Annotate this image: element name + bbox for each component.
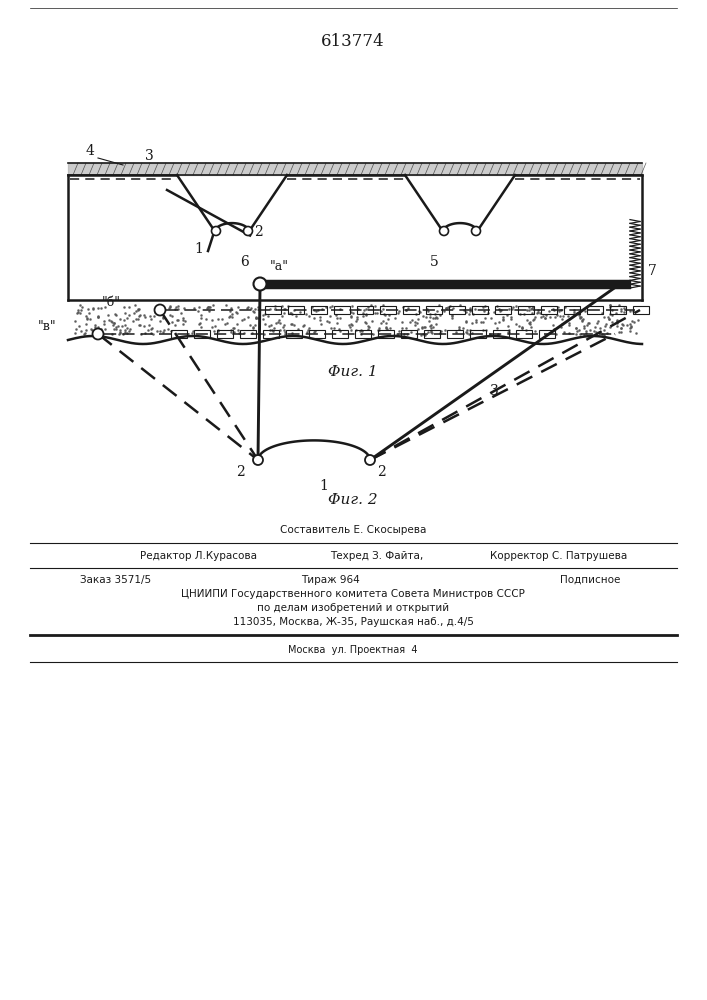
Circle shape [254, 277, 267, 290]
Text: 3: 3 [145, 149, 153, 163]
Circle shape [211, 227, 221, 235]
Text: Корректор С. Патрушева: Корректор С. Патрушева [490, 551, 627, 561]
Text: "а": "а" [270, 260, 289, 273]
Text: Подписное: Подписное [560, 575, 620, 585]
Text: "в": "в" [38, 320, 57, 333]
Text: 2: 2 [254, 225, 263, 239]
Text: по делам изобретений и открытий: по делам изобретений и открытий [257, 603, 449, 613]
Bar [194, 330, 209, 338]
Circle shape [472, 227, 481, 235]
Circle shape [155, 304, 165, 316]
Circle shape [253, 455, 263, 465]
Text: 2: 2 [377, 465, 386, 479]
Text: Редактор Л.Курасова: Редактор Л.Курасова [140, 551, 257, 561]
Text: 613774: 613774 [321, 33, 385, 50]
Bar [357, 306, 373, 314]
Bar [587, 306, 603, 314]
Text: 7: 7 [648, 264, 657, 278]
Bar [469, 330, 486, 338]
Bar [472, 306, 488, 314]
Text: Φиг. 1: Φиг. 1 [328, 365, 378, 379]
Text: 113035, Москва, Ж-35, Раушская наб., д.4/5: 113035, Москва, Ж-35, Раушская наб., д.4… [233, 617, 474, 627]
Text: "б": "б" [102, 296, 121, 309]
Bar [334, 306, 350, 314]
Text: Φиг. 2: Φиг. 2 [328, 493, 378, 507]
Bar [400, 330, 416, 338]
Text: ЦНИИПИ Государственного комитета Совета Министров СССР: ЦНИИПИ Государственного комитета Совета … [181, 589, 525, 599]
Text: Заказ 3571/5: Заказ 3571/5 [80, 575, 151, 585]
Bar [610, 306, 626, 314]
Bar [449, 306, 465, 314]
Text: Москва  ул. Проектная  4: Москва ул. Проектная 4 [288, 645, 418, 655]
Bar [354, 330, 370, 338]
Text: 1: 1 [194, 242, 203, 256]
Bar [288, 306, 304, 314]
Text: 5: 5 [430, 255, 439, 269]
Text: 4: 4 [86, 144, 95, 158]
Bar [265, 306, 281, 314]
Bar [311, 306, 327, 314]
Bar [518, 306, 534, 314]
Bar [332, 330, 348, 338]
Bar [262, 330, 279, 338]
Text: 1: 1 [319, 479, 328, 493]
Bar [539, 330, 554, 338]
Bar [170, 330, 187, 338]
Bar [308, 330, 325, 338]
Bar [633, 306, 649, 314]
Bar [240, 330, 255, 338]
Bar [423, 330, 440, 338]
Bar [447, 330, 462, 338]
Circle shape [440, 227, 448, 235]
Bar [493, 330, 508, 338]
Text: Составитель Е. Скосырева: Составитель Е. Скосырева [280, 525, 426, 535]
Text: 6: 6 [240, 255, 249, 269]
Bar [426, 306, 442, 314]
Bar [216, 330, 233, 338]
Circle shape [243, 227, 252, 235]
Text: 2: 2 [236, 465, 245, 479]
Circle shape [365, 455, 375, 465]
Bar [286, 330, 301, 338]
Bar [403, 306, 419, 314]
Bar [378, 330, 394, 338]
Bar [495, 306, 511, 314]
Bar [380, 306, 396, 314]
Text: 3: 3 [490, 384, 498, 398]
Bar [541, 306, 557, 314]
Bar [515, 330, 532, 338]
Bar [564, 306, 580, 314]
Text: Техред З. Файта,: Техред З. Файта, [330, 551, 423, 561]
Circle shape [93, 328, 103, 340]
Text: Тираж 964: Тираж 964 [300, 575, 359, 585]
